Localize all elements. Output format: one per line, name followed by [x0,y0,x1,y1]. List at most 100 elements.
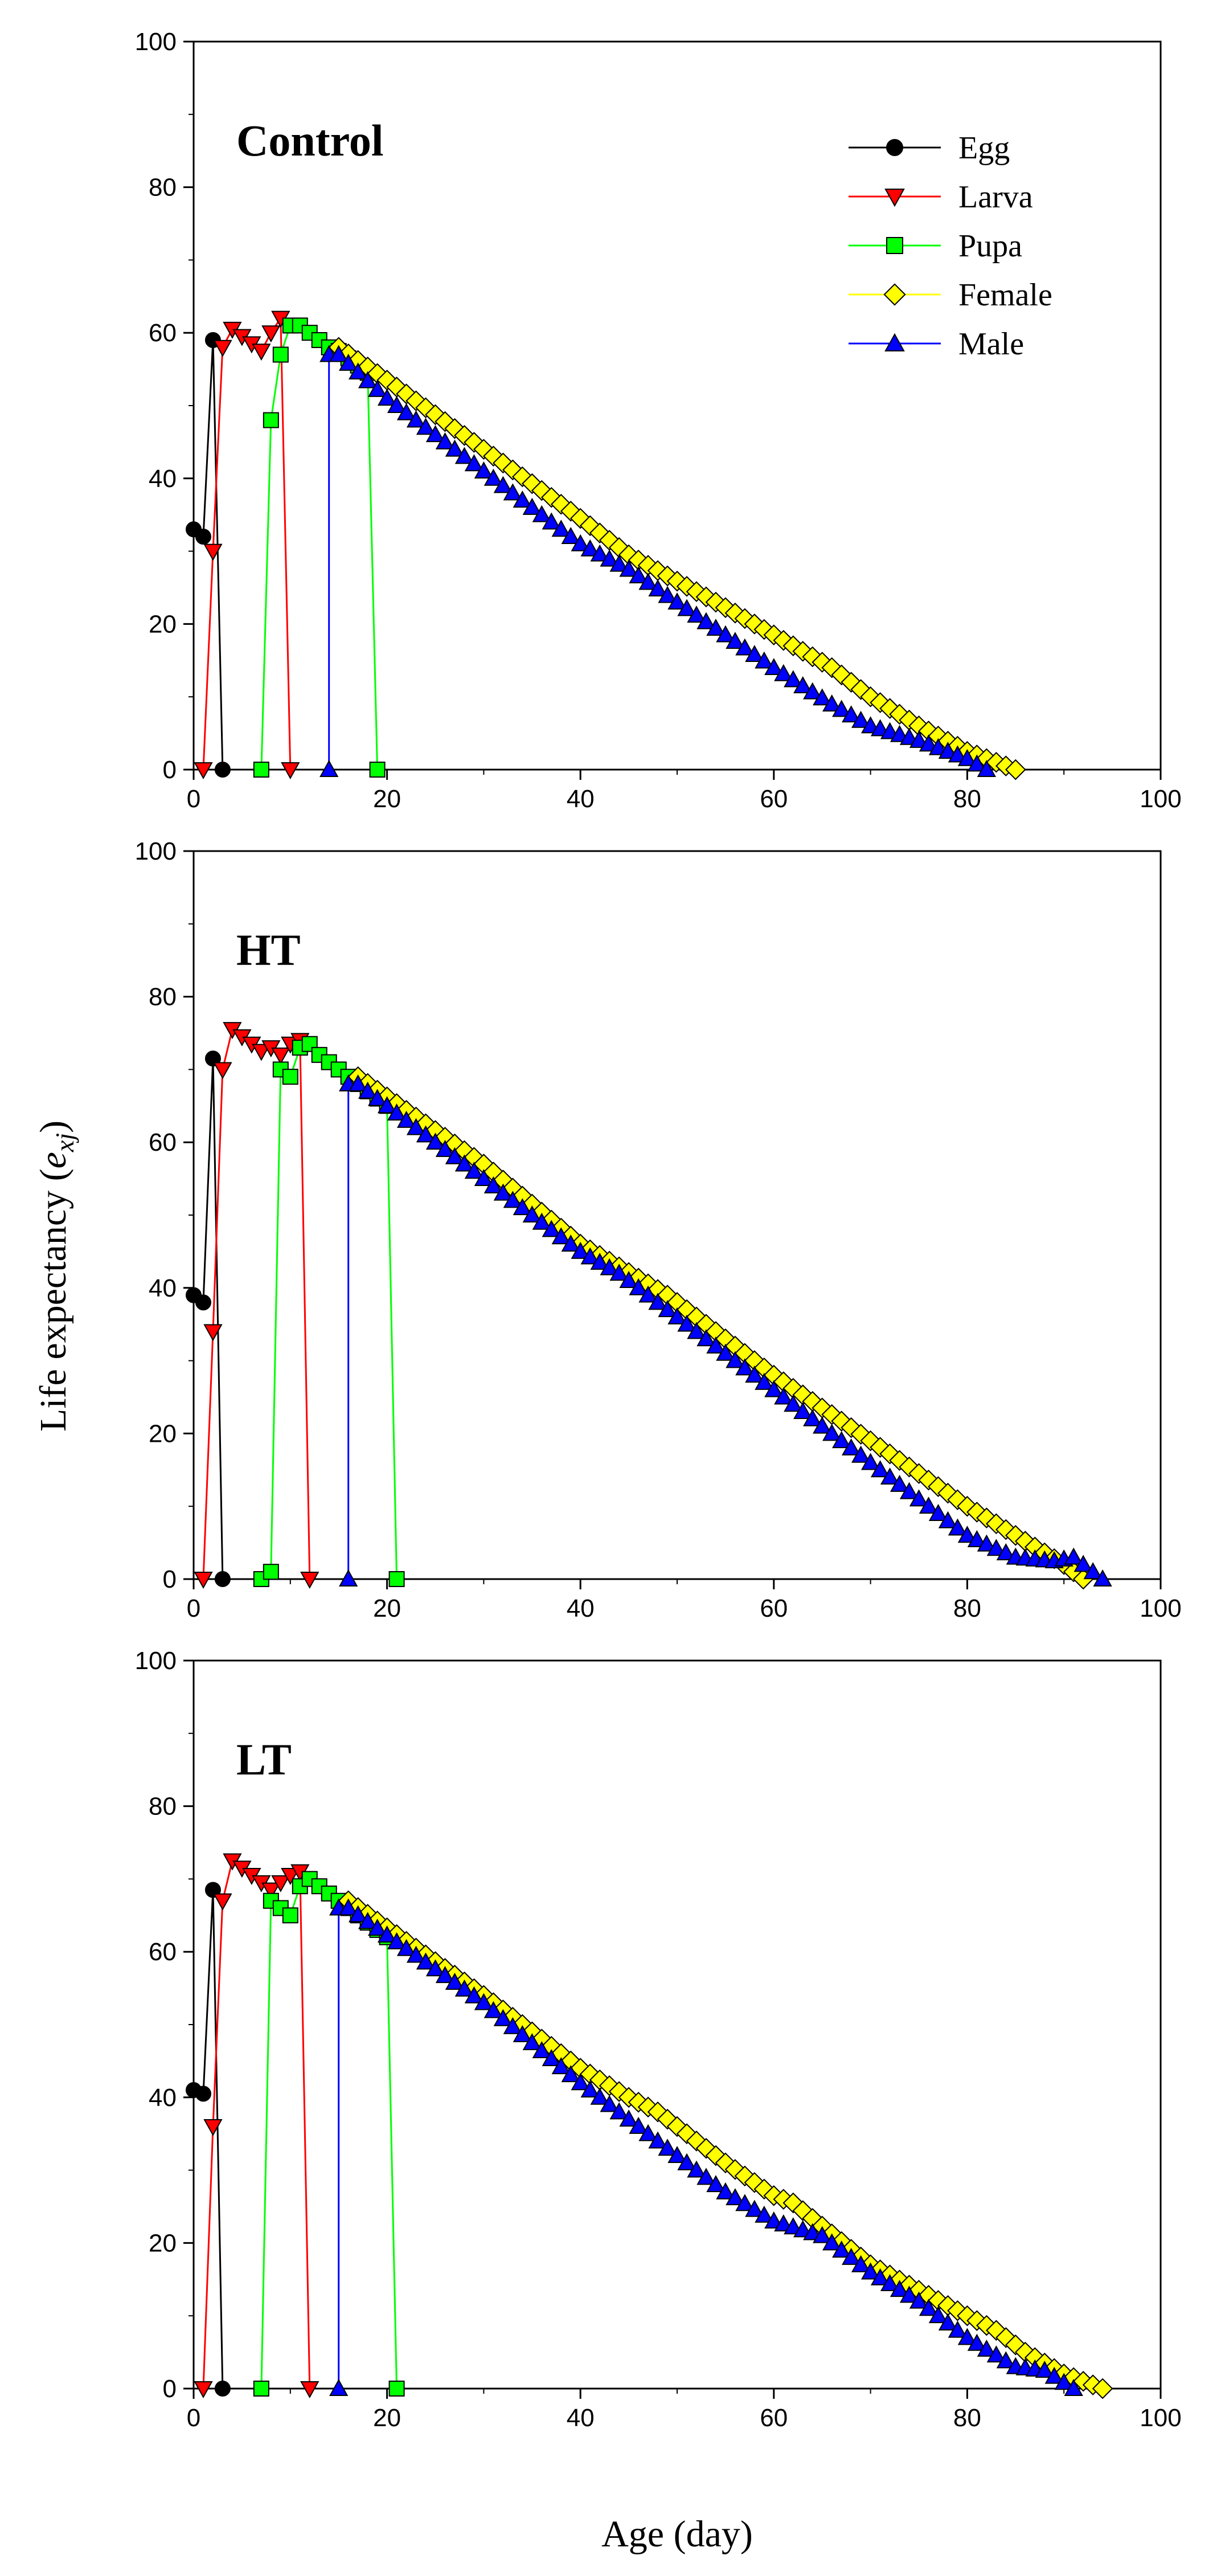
data-point-female [870,1437,891,1458]
data-point-female [986,1513,1007,1535]
series-male [329,1898,1083,2396]
data-point-male [813,1416,832,1434]
data-point-male [406,410,426,428]
data-point-male [416,1952,436,1970]
data-point-male [803,682,822,700]
data-point-male [648,579,667,597]
data-point-male [561,527,580,544]
data-point-male [600,549,619,567]
data-point-female [976,1507,997,1528]
data-point-male [774,1387,793,1405]
data-point-male [1064,2378,1083,2396]
y-axis-title-subscript: xj [50,1133,79,1152]
data-point-female [628,2092,649,2113]
data-point-male [822,694,842,712]
data-point-female [947,2300,968,2321]
data-point-larva [213,340,232,357]
data-point-larva [281,762,300,780]
data-point-female [695,586,717,608]
data-point-male [803,1409,822,1426]
data-point-male [609,1264,629,1281]
data-point-male [532,1212,551,1230]
data-point-male [629,2116,648,2134]
panel-title: HT [236,925,301,975]
data-point-male [716,2182,735,2199]
data-point-male [580,2080,600,2097]
data-point-female [937,1482,958,1504]
x-tick-label: 80 [953,1594,981,1622]
data-point-male [551,1227,571,1245]
data-point-male [435,432,455,449]
data-point-male [706,1336,726,1354]
data-point-male [677,2153,696,2170]
data-point-male [542,512,561,530]
data-point-male [667,1307,687,1324]
series-line-pupa [260,1042,398,1580]
data-point-male [609,554,629,572]
data-point-male [522,497,542,515]
y-tick-label: 40 [149,2084,177,2112]
x-tick-label: 60 [760,785,788,813]
series-female [328,337,1026,780]
data-point-male [967,1530,987,1547]
data-point-larva [203,2119,223,2136]
data-point-female [753,2178,775,2200]
data-point-male [522,2033,542,2050]
legend: Egg Larva Pupa Female Male [849,130,1052,362]
series-line-pupa [260,1878,398,2389]
data-point-male [474,1993,494,2010]
series-line-egg [193,340,224,770]
data-point-male [609,2102,629,2120]
data-point-male [967,2333,987,2351]
data-point-male [658,586,677,603]
data-point-female [734,2165,756,2187]
data-point-male [938,1511,958,1528]
data-point-male [367,379,387,397]
data-point-male [416,1125,436,1143]
data-point-male [484,2001,503,2018]
data-point-female [1005,759,1026,780]
data-point-larva [252,1044,271,1061]
data-point-male [629,1278,648,1295]
data-point-male [571,2073,590,2091]
series-female [347,1066,1094,1590]
data-point-male [396,1939,416,1956]
data-point-male [919,734,939,752]
data-point-male [542,1220,561,1237]
x-axis-title: Age (day) [601,2513,753,2555]
data-point-female [686,581,707,602]
data-point-male [909,2291,929,2309]
x-tick-label: 40 [567,1594,595,1622]
data-point-male [996,2351,1015,2369]
data-point-male [339,1569,358,1587]
data-point-male [551,520,571,537]
y-tick-label: 60 [149,1128,177,1156]
data-point-male [358,1081,378,1099]
x-tick-label: 100 [1140,785,1181,813]
data-point-female [860,1430,881,1451]
y-axis-title-prefix: Life expectancy ( [32,1168,74,1432]
data-point-egg [195,1294,211,1311]
data-point-male [851,1445,871,1463]
data-point-egg [214,2381,231,2397]
data-point-pupa [263,412,279,428]
data-point-male [464,1162,484,1179]
data-point-larva [300,1572,319,1589]
legend-marker [884,333,905,351]
data-point-female [957,2305,978,2326]
data-point-male [542,2049,561,2067]
data-point-pupa [369,762,386,778]
plot-frame [192,850,1162,1580]
data-point-male [909,1489,929,1507]
y-tick-label: 100 [135,837,177,865]
data-point-male [957,1526,977,1543]
data-point-female [831,1410,852,1432]
x-tick-label: 80 [953,2404,981,2432]
data-point-male [928,738,948,755]
data-point-male [899,2285,919,2303]
data-point-male [870,1460,890,1478]
data-point-female [870,692,891,713]
data-point-male [484,468,503,486]
data-point-male [619,2109,638,2127]
data-point-female [821,657,842,678]
